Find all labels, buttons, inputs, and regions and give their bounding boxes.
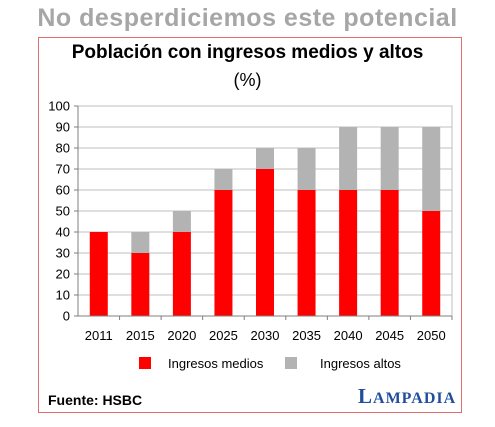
y-tick-label: 50 (56, 204, 70, 219)
y-tick-label: 70 (56, 162, 70, 177)
chart-title: Población con ingresos medios y altos (71, 42, 424, 63)
legend-label-ingresos-altos: Ingresos altos (320, 356, 401, 371)
bar-ingresos-medios-2015 (131, 253, 150, 316)
bar-ingresos-altos-2040 (339, 127, 358, 190)
bar-ingresos-medios-2050 (422, 211, 441, 316)
x-tick-label: 2035 (292, 328, 321, 343)
legend-swatch-ingresos-medios (139, 357, 151, 369)
x-tick-label: 2050 (417, 328, 446, 343)
legend: Ingresos medios Ingresos altos (139, 356, 401, 371)
legend-label-ingresos-medios: Ingresos medios (168, 356, 264, 371)
bar-ingresos-medios-2030 (256, 169, 274, 316)
bar-ingresos-medios-2025 (214, 190, 233, 316)
chart-frame (38, 37, 462, 413)
x-tick-label: 2030 (251, 328, 280, 343)
bar-ingresos-medios-2011 (89, 232, 108, 316)
bars-layer (89, 127, 441, 316)
x-tick-label: 2020 (167, 328, 196, 343)
bar-ingresos-altos-2050 (422, 127, 441, 211)
y-tick-label: 80 (56, 141, 70, 156)
x-tick-label: 2011 (85, 328, 113, 343)
x-tick-label: 2015 (126, 328, 155, 343)
bar-ingresos-medios-2020 (172, 232, 191, 316)
y-tick-label: 90 (56, 120, 70, 135)
bar-ingresos-medios-2040 (339, 190, 358, 316)
y-tick-label: 100 (48, 99, 70, 114)
y-tick-label: 0 (63, 309, 70, 324)
legend-swatch-ingresos-altos (285, 357, 297, 369)
x-tick-label: 2025 (209, 328, 238, 343)
bar-ingresos-medios-2035 (297, 190, 316, 316)
y-tick-label: 20 (56, 267, 70, 282)
bar-ingresos-medios-2045 (380, 190, 399, 316)
headline: No desperdiciemos este potencial (37, 4, 458, 32)
bar-ingresos-altos-2045 (380, 127, 399, 190)
bar-ingresos-altos-2035 (297, 148, 316, 190)
y-tick-label: 60 (56, 183, 70, 198)
x-tick-label: 2040 (334, 328, 363, 343)
bar-ingresos-altos-2030 (256, 148, 274, 169)
brand-logo: LAMPADIA (358, 384, 457, 408)
y-tick-label: 40 (56, 225, 70, 240)
bar-ingresos-altos-2015 (131, 232, 150, 253)
x-tick-label: 2045 (375, 328, 404, 343)
bar-ingresos-altos-2025 (214, 169, 233, 190)
chart-subtitle: (%) (233, 70, 262, 90)
source-label: Fuente: HSBC (48, 392, 143, 408)
y-tick-label: 10 (56, 288, 70, 303)
bar-ingresos-altos-2020 (172, 211, 191, 232)
y-tick-label: 30 (56, 246, 70, 261)
